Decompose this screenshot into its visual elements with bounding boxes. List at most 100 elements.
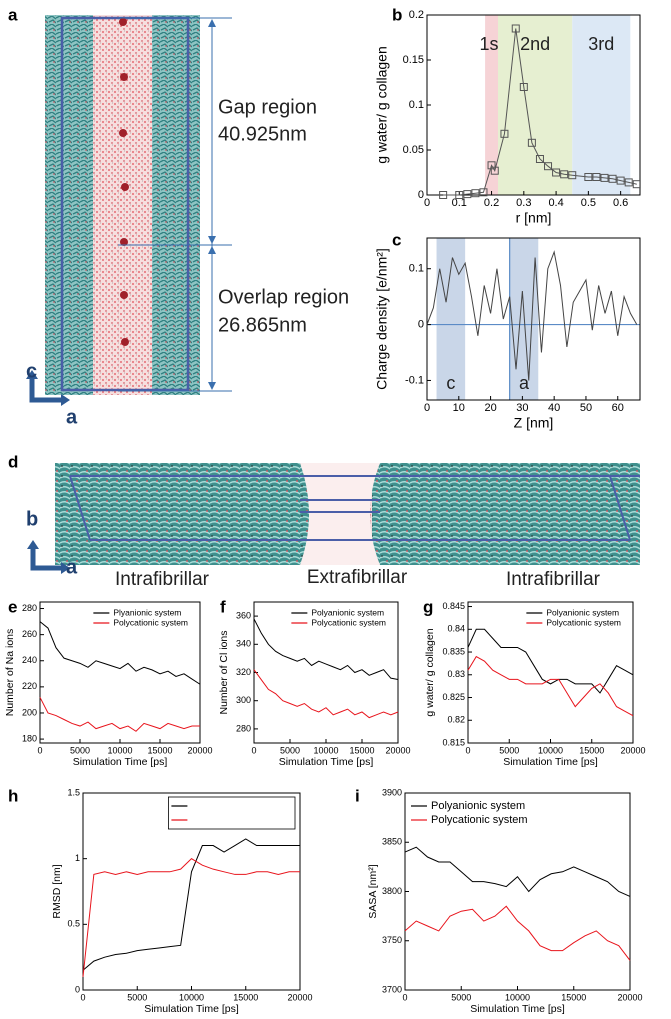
x-tick-label: 50: [580, 402, 592, 414]
marker: [527, 138, 536, 147]
y-tick-label: 0.15: [403, 54, 424, 66]
legend-label: Polyanionic system: [311, 607, 384, 617]
y-tick-label: 200: [22, 707, 37, 717]
y-tick-label: 0.05: [403, 144, 424, 156]
x-tick-label: 10000: [313, 745, 338, 755]
legend-label: Polycationic system: [311, 617, 386, 627]
marker: [592, 173, 601, 181]
overlap-length: 26.865nm: [218, 314, 307, 336]
x-tick-label: 20000: [617, 992, 642, 1002]
axis-a: a: [66, 556, 78, 578]
y-tick-label: 280: [236, 723, 251, 733]
legend-label: Polycationic system: [113, 617, 188, 627]
x-tick-label: 20000: [385, 745, 410, 755]
x-tick-label: 30: [516, 402, 528, 414]
x-axis-label: Z [nm]: [514, 415, 554, 431]
x-axis-label: Simulation Time [ps]: [73, 756, 168, 768]
marker: [535, 155, 544, 163]
marker: [519, 83, 528, 91]
x-tick-label: 15000: [349, 745, 374, 755]
x-tick-label: 20: [484, 402, 496, 414]
y-tick-label: 3750: [382, 935, 402, 945]
y-tick-label: 0: [75, 984, 80, 994]
band: [436, 238, 466, 400]
x-tick-label: 0: [465, 745, 470, 755]
y-axis-label: g water/ g collagen: [424, 628, 436, 716]
y-tick-label: 0.825: [442, 692, 465, 702]
x-tick-label: 20000: [187, 745, 212, 755]
axis-b: b: [26, 508, 38, 530]
panel-letter: c: [392, 230, 401, 249]
marker: [560, 170, 569, 179]
x-tick-label: 40: [548, 402, 560, 414]
gap-length: 40.925nm: [218, 123, 307, 145]
series-line: [39, 697, 200, 732]
y-axis-label: Number of Na ions: [4, 629, 16, 717]
axis-c: c: [26, 360, 37, 382]
series-line: [443, 28, 637, 196]
legend-label: Polyanionic system: [431, 800, 525, 812]
marker: [624, 178, 633, 187]
x-tick-label: 5000: [127, 992, 147, 1002]
legend-frame: [168, 796, 296, 830]
y-tick-label: 0.83: [447, 669, 465, 679]
y-tick-label: 0.1: [409, 263, 424, 275]
region-label: Extrafibrillar: [307, 567, 408, 588]
x-tick-label: 10000: [107, 745, 132, 755]
panel-d-image: [27, 463, 640, 574]
legend-label: Polycationic system: [431, 814, 528, 826]
band: [572, 15, 631, 195]
x-tick-label: 15000: [233, 992, 258, 1002]
y-axis-label: SASA [nm²]: [367, 864, 379, 918]
axis-a: a: [66, 406, 78, 428]
y-tick-label: 3850: [382, 837, 402, 847]
x-axis-label: Simulation Time [ps]: [279, 756, 374, 768]
y-tick-label: 280: [22, 603, 37, 613]
marker: [471, 189, 480, 198]
y-axis-label: Charge density [e/nm²]: [374, 248, 390, 390]
gap-label: Gap region: [218, 96, 317, 118]
band-label: 1st: [480, 34, 504, 54]
plot-frame: [426, 237, 641, 401]
x-tick-label: 0: [37, 745, 42, 755]
x-tick-label: 0.4: [548, 197, 563, 209]
x-tick-label: 15000: [579, 745, 604, 755]
panel-letter: b: [392, 5, 402, 24]
region-label: Intrafibrillar: [506, 569, 601, 590]
series-line: [426, 250, 638, 381]
marker: [552, 168, 561, 177]
x-tick-label: 20000: [620, 745, 645, 755]
x-tick-label: 0.3: [516, 197, 531, 209]
y-tick-label: 0.1: [409, 99, 424, 111]
x-tick-label: 15000: [147, 745, 172, 755]
y-tick-label: 300: [236, 695, 251, 705]
y-tick-label: 340: [236, 639, 251, 649]
panel-letter: a: [8, 5, 18, 24]
y-tick-label: -0.1: [405, 374, 424, 386]
region-label: Intrafibrillar: [115, 569, 210, 590]
marker: [568, 171, 577, 180]
series-line: [253, 669, 399, 719]
panel-letter: h: [8, 786, 18, 805]
x-tick-label: 60: [612, 402, 624, 414]
x-tick-label: 10000: [179, 992, 204, 1002]
x-tick-label: 0: [424, 402, 430, 414]
x-tick-label: 0: [251, 745, 256, 755]
band: [498, 15, 573, 195]
x-tick-label: 0: [424, 197, 430, 209]
x-tick-label: 5000: [499, 745, 519, 755]
y-tick-label: 0.82: [447, 715, 465, 725]
y-tick-label: 0.5: [67, 919, 80, 929]
y-tick-label: 3800: [382, 886, 402, 896]
x-tick-label: 5000: [451, 992, 471, 1002]
band-label: 3rd: [588, 34, 614, 54]
y-tick-label: 0: [418, 318, 424, 330]
x-axis-label: Simulation Time [ps]: [470, 1003, 565, 1015]
marker: [544, 162, 553, 171]
y-tick-label: 0.815: [442, 737, 465, 747]
x-tick-label: 10: [453, 402, 465, 414]
y-tick-label: 3900: [382, 787, 402, 797]
series-line: [82, 858, 300, 977]
